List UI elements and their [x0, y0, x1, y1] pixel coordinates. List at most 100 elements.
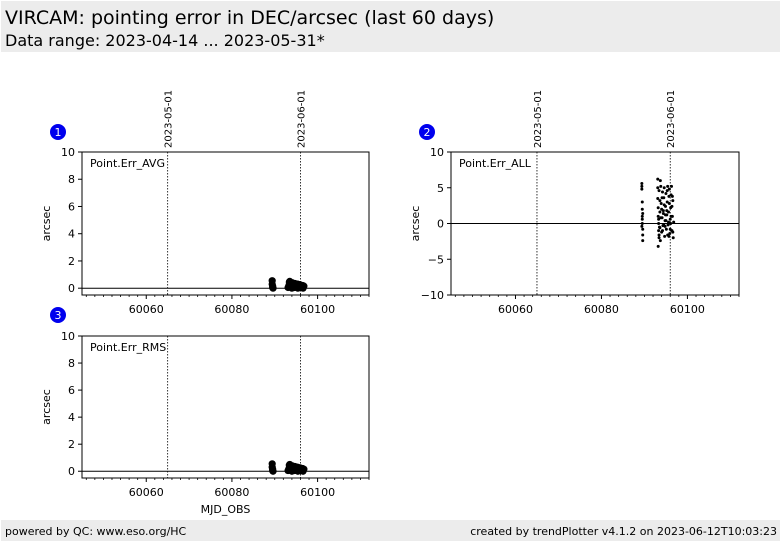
data-point	[657, 217, 661, 221]
data-point	[657, 236, 661, 240]
y-tick-label: −5	[428, 253, 444, 266]
date-marker-label: 2023-06-01	[666, 90, 677, 148]
page-title: VIRCAM: pointing error in DEC/arcsec (la…	[5, 7, 495, 29]
data-point	[299, 464, 307, 473]
data-point	[659, 201, 663, 205]
data-point	[665, 209, 669, 213]
data-point	[299, 281, 307, 290]
y-tick-label: 8	[68, 357, 75, 370]
data-point	[657, 229, 661, 233]
data-point	[666, 184, 670, 188]
data-point	[641, 211, 645, 215]
y-tick-label: 0	[68, 465, 75, 478]
data-point	[665, 200, 669, 204]
x-tick-label: 60060	[498, 303, 533, 316]
data-point	[662, 223, 666, 227]
x-tick-label: 60080	[214, 486, 249, 499]
data-point	[670, 194, 674, 198]
data-point	[667, 201, 671, 205]
data-point	[671, 230, 675, 234]
y-tick-label: 10	[61, 330, 75, 343]
data-point	[671, 236, 675, 240]
x-tick-label: 60080	[584, 303, 619, 316]
data-point	[662, 203, 666, 207]
y-tick-label: −10	[421, 289, 444, 302]
chart-panel-2: 2 2023-05-01 2023-06-01 −10 −5 0 5 10 60060 60080…	[409, 90, 740, 316]
date-marker-label: 2023-06-01	[296, 90, 307, 148]
footer-powered-by: powered by QC: www.eso.org/HC	[5, 525, 187, 538]
y-tick-label: 0	[68, 282, 75, 295]
panel-badge	[50, 307, 66, 323]
data-point	[670, 184, 674, 188]
data-point	[269, 467, 277, 475]
data-point	[656, 186, 660, 190]
data-point	[658, 199, 662, 203]
footer-created-by: created by trendPlotter v4.1.2 on 2023-0…	[470, 525, 777, 538]
chart-panel-1: 1 2023-05-01 2023-06-01 0 2 4 6 8 10 60060 60080 60…	[40, 90, 370, 316]
data-point	[659, 184, 663, 188]
data-point	[640, 224, 644, 228]
y-tick-label: 8	[68, 173, 75, 186]
data-point	[667, 187, 671, 191]
panel-badge-number: 2	[424, 126, 431, 139]
y-tick-label: 2	[68, 255, 75, 268]
data-point	[661, 211, 665, 215]
data-point	[660, 229, 664, 233]
y-axis-label: arcsec	[409, 206, 422, 242]
data-point	[664, 227, 668, 231]
data-point	[668, 227, 672, 231]
data-point	[667, 234, 671, 238]
y-tick-label: 2	[68, 438, 75, 451]
data-point	[669, 222, 673, 225]
data-point	[656, 244, 660, 248]
data-point	[668, 217, 672, 221]
data-point	[671, 199, 675, 203]
y-tick-label: 6	[68, 384, 75, 397]
data-point	[660, 196, 664, 200]
data-point	[659, 216, 663, 220]
data-point	[657, 189, 661, 193]
panel-badge	[50, 124, 66, 140]
series-label: Point.Err_RMS	[90, 341, 166, 354]
y-tick-label: 4	[68, 228, 75, 241]
series-label: Point.Err_AVG	[90, 157, 165, 170]
data-point	[641, 239, 645, 243]
plot-frame	[81, 335, 370, 479]
data-point	[658, 226, 662, 230]
data-point	[656, 214, 660, 218]
data-point	[640, 184, 644, 188]
x-tick-label: 60060	[129, 303, 164, 316]
data-point	[657, 233, 661, 237]
date-marker-label: 2023-05-01	[164, 90, 175, 148]
data-point	[656, 206, 660, 210]
data-point	[665, 189, 669, 193]
x-tick-label: 60100	[300, 486, 335, 499]
data-point	[660, 207, 664, 211]
x-axis-label: MJD_OBS	[201, 503, 251, 516]
x-tick-label: 60080	[214, 303, 249, 316]
data-point	[640, 200, 644, 204]
y-tick-label: 5	[437, 182, 444, 195]
data-point	[656, 196, 660, 200]
x-tick-label: 60100	[670, 303, 705, 316]
data-point	[672, 220, 676, 224]
data-point	[658, 239, 662, 243]
panel-badge-number: 1	[55, 126, 62, 139]
data-point	[641, 227, 645, 231]
plot-frame	[81, 151, 370, 296]
data-point	[666, 223, 670, 227]
data-point	[640, 217, 644, 221]
data-point	[663, 213, 667, 217]
panel-badge	[419, 124, 435, 140]
data-point	[269, 284, 277, 292]
y-axis-label: arcsec	[40, 389, 53, 425]
data-point	[667, 194, 671, 198]
y-axis-label: arcsec	[40, 206, 53, 242]
data-point	[667, 220, 671, 224]
data-point	[662, 186, 666, 190]
date-marker-label: 2023-05-01	[533, 90, 544, 148]
x-tick-label: 60100	[300, 303, 335, 316]
header-band: VIRCAM: pointing error in DEC/arcsec (la…	[1, 1, 780, 52]
footer-band: powered by QC: www.eso.org/HC created by…	[1, 520, 780, 541]
